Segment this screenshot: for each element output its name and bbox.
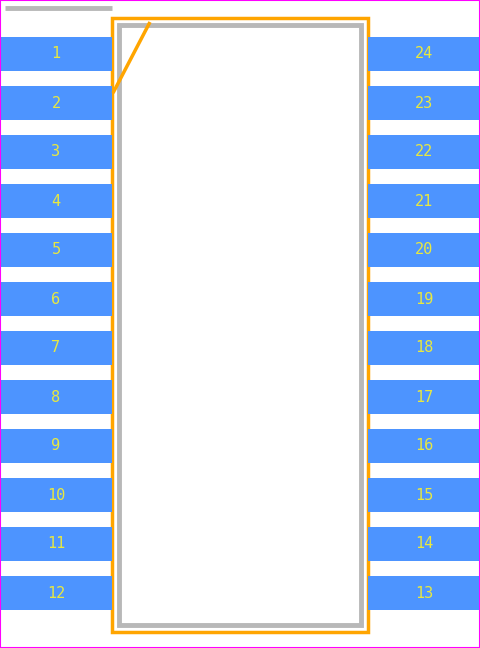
Text: 24: 24: [415, 47, 433, 62]
Bar: [0, 380, 112, 414]
Text: 2: 2: [51, 95, 60, 111]
Bar: [0, 282, 112, 316]
Bar: [368, 86, 480, 120]
Bar: [368, 37, 480, 71]
Bar: [0, 527, 112, 561]
Text: 15: 15: [415, 487, 433, 502]
Bar: [119, 25, 361, 625]
Text: 21: 21: [415, 194, 433, 209]
Text: 4: 4: [51, 194, 60, 209]
Bar: [0, 429, 112, 463]
Bar: [0, 478, 112, 512]
Bar: [0, 576, 112, 610]
Text: 10: 10: [47, 487, 65, 502]
Bar: [0, 86, 112, 120]
Text: 22: 22: [415, 145, 433, 159]
Text: 12: 12: [47, 586, 65, 601]
Bar: [0, 135, 112, 169]
Text: 23: 23: [415, 95, 433, 111]
Text: 18: 18: [415, 340, 433, 356]
Text: 14: 14: [415, 537, 433, 551]
Text: 6: 6: [51, 292, 60, 307]
Bar: [0, 233, 112, 267]
Bar: [0, 331, 112, 365]
Bar: [368, 380, 480, 414]
Bar: [0, 37, 112, 71]
Text: 9: 9: [51, 439, 60, 454]
Bar: [112, 18, 368, 632]
Bar: [368, 429, 480, 463]
Bar: [368, 527, 480, 561]
Bar: [368, 135, 480, 169]
Text: 16: 16: [415, 439, 433, 454]
Text: 20: 20: [415, 242, 433, 257]
Text: 19: 19: [415, 292, 433, 307]
Text: 8: 8: [51, 389, 60, 404]
Text: 7: 7: [51, 340, 60, 356]
Text: 17: 17: [415, 389, 433, 404]
Bar: [368, 282, 480, 316]
Text: 5: 5: [51, 242, 60, 257]
Text: 13: 13: [415, 586, 433, 601]
Text: 11: 11: [47, 537, 65, 551]
Bar: [0, 184, 112, 218]
Bar: [368, 184, 480, 218]
Bar: [368, 478, 480, 512]
Text: 1: 1: [51, 47, 60, 62]
Text: 3: 3: [51, 145, 60, 159]
Bar: [368, 233, 480, 267]
Bar: [368, 576, 480, 610]
Bar: [368, 331, 480, 365]
